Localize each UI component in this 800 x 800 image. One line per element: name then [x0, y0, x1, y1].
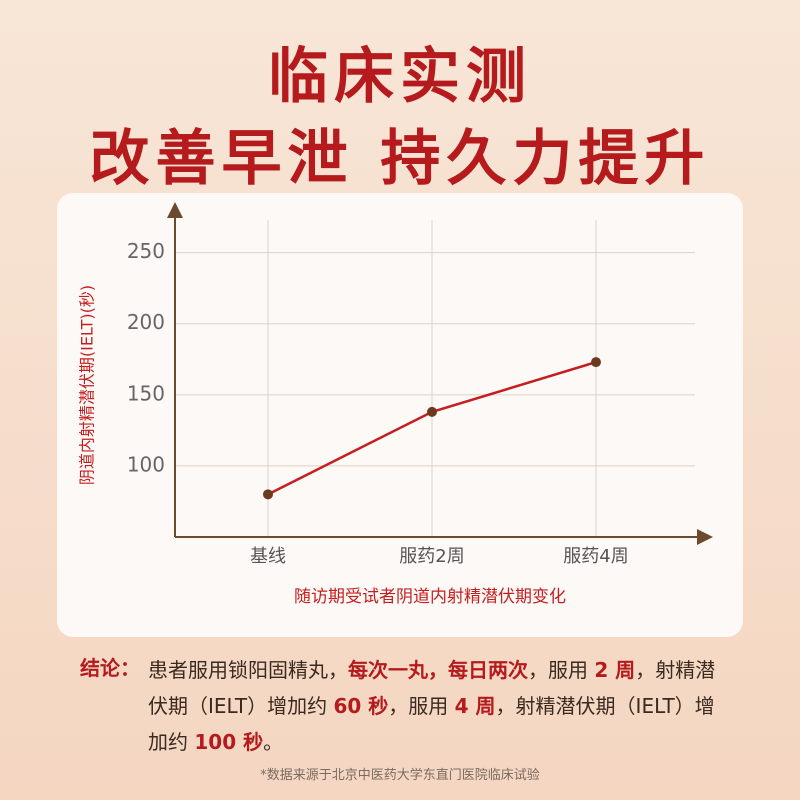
emphasis-text: 100 秒 [194, 730, 264, 754]
y-tick-label: 250 [127, 239, 165, 263]
text: 患者服用锁阳固精丸， [148, 658, 348, 682]
footnote: *数据来源于北京中医药大学东直门医院临床试验 [260, 768, 540, 783]
title: 临床实测 [268, 42, 532, 112]
emphasis-text: 60 秒 [333, 694, 389, 718]
point [591, 357, 601, 368]
emphasis-text: 每次一丸，每日两次 [348, 658, 528, 682]
emphasis-text: 2 周 [594, 658, 636, 682]
emphasis-text: 4 周 [454, 694, 496, 718]
chart-card [57, 193, 743, 637]
point [263, 489, 273, 500]
y-tick-label: 150 [127, 381, 165, 405]
x-tick-label: 服药4周 [563, 546, 628, 567]
subtitle: 改善早泄 持久力提升 [89, 124, 711, 194]
conclusion-label: 结论： [80, 656, 140, 680]
x-tick-label: 服药2周 [399, 546, 464, 567]
y-tick-label: 200 [127, 310, 165, 334]
text: ，服用 [528, 658, 595, 682]
text: ，射精潜伏期（IELT）增加约 [148, 658, 716, 718]
y-axis-label: 阴道内射精潜伏期(IELT)(秒) [78, 285, 97, 485]
chart-caption: 随访期受试者阴道内射精潜伏期变化 [294, 587, 566, 607]
x-tick-label: 基线 [250, 546, 286, 567]
conclusion: 患者服用锁阳固精丸，每次一丸，每日两次，服用 2 周，射精潜伏期（IELT）增加… [148, 652, 733, 760]
y-tick-label: 100 [127, 452, 165, 476]
text: ，服用 [388, 694, 455, 718]
point [427, 406, 437, 417]
text: ，射精潜伏期（IELT）增加约 [148, 694, 715, 754]
text: 。 [263, 730, 284, 754]
